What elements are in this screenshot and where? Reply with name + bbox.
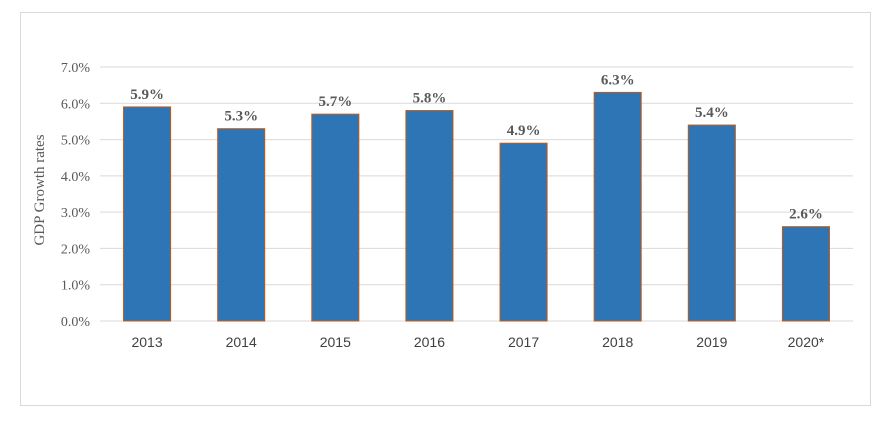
- y-tick-label: 7.0%: [61, 61, 91, 76]
- y-tick-label: 2.0%: [61, 242, 91, 257]
- y-axis-title: GDP Growth rates: [32, 134, 48, 245]
- y-axis-tick-labels: 0.0% 1.0% 2.0% 3.0% 4.0% 5.0% 6.0% 7.0%: [61, 61, 91, 330]
- bar: [499, 142, 548, 322]
- bars: [123, 91, 830, 322]
- bar: [217, 128, 266, 322]
- gridlines: [100, 66, 853, 322]
- x-tick-label: 2019: [696, 334, 727, 350]
- data-label: 5.3%: [224, 109, 258, 125]
- data-label: 4.9%: [507, 123, 541, 139]
- bar: [123, 106, 172, 322]
- data-label: 6.3%: [601, 72, 635, 88]
- y-tick-label: 1.0%: [61, 279, 91, 294]
- data-label: 5.9%: [130, 87, 164, 103]
- x-tick-label: 2017: [508, 334, 539, 350]
- x-tick-label: 2020*: [788, 334, 825, 350]
- bar: [593, 91, 642, 322]
- bar: [781, 226, 830, 322]
- x-tick-label: 2013: [131, 334, 162, 350]
- bar: [311, 113, 360, 322]
- x-tick-label: 2016: [414, 334, 445, 350]
- y-tick-label: 4.0%: [61, 170, 91, 185]
- data-label: 5.4%: [695, 105, 729, 121]
- y-tick-label: 3.0%: [61, 206, 91, 221]
- y-tick-label: 6.0%: [61, 97, 91, 112]
- data-label: 5.7%: [318, 94, 352, 110]
- data-label: 5.8%: [413, 91, 447, 107]
- x-tick-label: 2014: [226, 334, 257, 350]
- bar: [405, 110, 454, 322]
- bar: [687, 124, 736, 322]
- y-tick-label: 5.0%: [61, 134, 91, 149]
- data-labels: 5.9% 5.3% 5.7% 5.8% 4.9% 6.3% 5.4% 2.6%: [130, 72, 823, 222]
- data-label: 2.6%: [789, 207, 823, 223]
- y-tick-label: 0.0%: [61, 315, 91, 330]
- x-tick-label: 2018: [602, 334, 633, 350]
- x-tick-label: 2015: [320, 334, 351, 350]
- x-axis-tick-labels: 2013 2014 2015 2016 2017 2018 2019 2020*: [131, 334, 824, 350]
